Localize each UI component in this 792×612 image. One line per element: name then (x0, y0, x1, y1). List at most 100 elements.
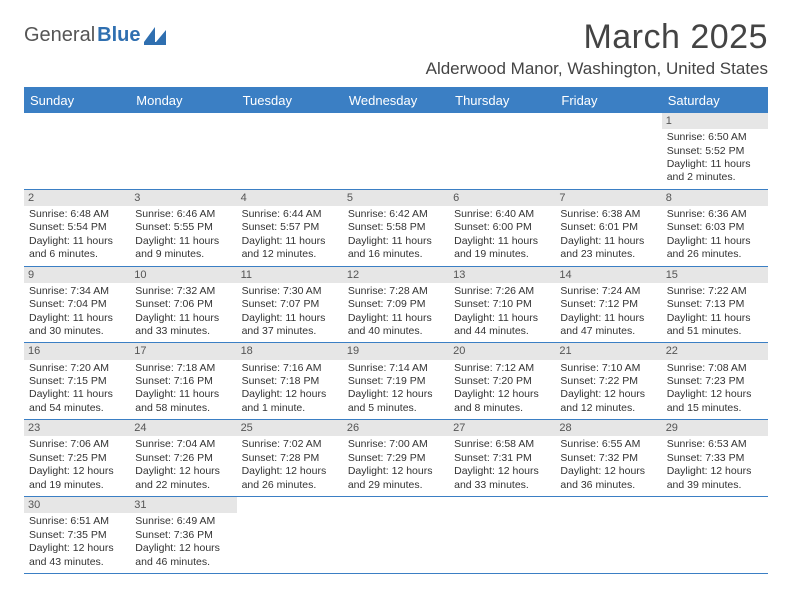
day1-text: Daylight: 11 hours (667, 158, 763, 171)
day2-text: and 2 minutes. (667, 171, 763, 184)
day-cell: 12Sunrise: 7:28 AMSunset: 7:09 PMDayligh… (343, 267, 449, 343)
day1-text: Daylight: 12 hours (242, 465, 338, 478)
day-header: Sunday (24, 89, 130, 113)
day2-text: and 40 minutes. (348, 325, 444, 338)
day-cell: 10Sunrise: 7:32 AMSunset: 7:06 PMDayligh… (130, 267, 236, 343)
day-cell: 17Sunrise: 7:18 AMSunset: 7:16 PMDayligh… (130, 343, 236, 419)
day2-text: and 39 minutes. (667, 479, 763, 492)
sunrise-text: Sunrise: 7:28 AM (348, 285, 444, 298)
day-number: 2 (24, 190, 130, 206)
day2-text: and 36 minutes. (560, 479, 656, 492)
day-number: 17 (130, 343, 236, 359)
day-cell: 18Sunrise: 7:16 AMSunset: 7:18 PMDayligh… (237, 343, 343, 419)
sunset-text: Sunset: 7:09 PM (348, 298, 444, 311)
sunset-text: Sunset: 7:10 PM (454, 298, 550, 311)
day-number: 27 (449, 420, 555, 436)
day2-text: and 5 minutes. (348, 402, 444, 415)
day-number: 14 (555, 267, 661, 283)
day2-text: and 37 minutes. (242, 325, 338, 338)
day1-text: Daylight: 11 hours (454, 312, 550, 325)
day2-text: and 6 minutes. (29, 248, 125, 261)
sunset-text: Sunset: 7:12 PM (560, 298, 656, 311)
sunrise-text: Sunrise: 7:04 AM (135, 438, 231, 451)
day2-text: and 54 minutes. (29, 402, 125, 415)
day-number: 5 (343, 190, 449, 206)
empty-cell (24, 113, 130, 189)
day-cell: 2Sunrise: 6:48 AMSunset: 5:54 PMDaylight… (24, 190, 130, 266)
sunrise-text: Sunrise: 7:00 AM (348, 438, 444, 451)
sunset-text: Sunset: 6:00 PM (454, 221, 550, 234)
day2-text: and 12 minutes. (560, 402, 656, 415)
sunset-text: Sunset: 6:01 PM (560, 221, 656, 234)
day-number: 21 (555, 343, 661, 359)
day-cell: 14 Sunrise: 7:24 AMSunset: 7:12 PMDayligh… (555, 267, 661, 343)
title-block: March 2025 Alderwood Manor, Washington, … (426, 18, 768, 79)
day1-text: Daylight: 11 hours (348, 312, 444, 325)
empty-cell (343, 113, 449, 189)
day-cell: 20Sunrise: 7:12 AMSunset: 7:20 PMDayligh… (449, 343, 555, 419)
day1-text: Daylight: 11 hours (560, 312, 656, 325)
sunset-text: Sunset: 7:18 PM (242, 375, 338, 388)
location-subtitle: Alderwood Manor, Washington, United Stat… (426, 59, 768, 79)
day1-text: Daylight: 12 hours (560, 465, 656, 478)
day-number: 6 (449, 190, 555, 206)
day-number: 29 (662, 420, 768, 436)
day-number: 30 (24, 497, 130, 513)
day1-text: Daylight: 12 hours (29, 542, 125, 555)
sunset-text: Sunset: 7:29 PM (348, 452, 444, 465)
sunrise-text: Sunrise: 6:46 AM (135, 208, 231, 221)
day-header: Thursday (449, 89, 555, 113)
sunrise-text: Sunrise: 6:58 AM (454, 438, 550, 451)
day2-text: and 43 minutes. (29, 556, 125, 569)
day1-text: Daylight: 12 hours (560, 388, 656, 401)
brand-logo: GeneralBlue (24, 24, 166, 47)
day1-text: Daylight: 11 hours (135, 235, 231, 248)
sunrise-text: Sunrise: 6:48 AM (29, 208, 125, 221)
sunrise-text: Sunrise: 7:24 AM (560, 285, 656, 298)
sunrise-text: Sunrise: 6:40 AM (454, 208, 550, 221)
day2-text: and 33 minutes. (454, 479, 550, 492)
day2-text: and 19 minutes. (454, 248, 550, 261)
sunset-text: Sunset: 7:20 PM (454, 375, 550, 388)
sunrise-text: Sunrise: 7:26 AM (454, 285, 550, 298)
day-number: 26 (343, 420, 449, 436)
day-number: 28 (555, 420, 661, 436)
day-number: 10 (130, 267, 236, 283)
day-number: 3 (130, 190, 236, 206)
day1-text: Daylight: 12 hours (348, 465, 444, 478)
sunrise-text: Sunrise: 7:08 AM (667, 362, 763, 375)
day-cell: 31Sunrise: 6:49 AMSunset: 7:36 PMDayligh… (130, 497, 236, 573)
day2-text: and 12 minutes. (242, 248, 338, 261)
day2-text: and 22 minutes. (135, 479, 231, 492)
sunrise-text: Sunrise: 7:10 AM (560, 362, 656, 375)
day1-text: Daylight: 12 hours (454, 388, 550, 401)
day-number: 4 (237, 190, 343, 206)
day2-text: and 29 minutes. (348, 479, 444, 492)
day-number: 23 (24, 420, 130, 436)
day2-text: and 51 minutes. (667, 325, 763, 338)
brand-part1: General (24, 24, 95, 47)
empty-cell (555, 113, 661, 189)
empty-cell (343, 497, 449, 573)
sunrise-text: Sunrise: 7:14 AM (348, 362, 444, 375)
day1-text: Daylight: 11 hours (560, 235, 656, 248)
day1-text: Daylight: 11 hours (454, 235, 550, 248)
day2-text: and 47 minutes. (560, 325, 656, 338)
day2-text: and 30 minutes. (29, 325, 125, 338)
day-cell: 25Sunrise: 7:02 AMSunset: 7:28 PMDayligh… (237, 420, 343, 496)
day-cell: 24Sunrise: 7:04 AMSunset: 7:26 PMDayligh… (130, 420, 236, 496)
sunset-text: Sunset: 7:13 PM (667, 298, 763, 311)
day1-text: Daylight: 11 hours (135, 312, 231, 325)
day-cell: 1Sunrise: 6:50 AMSunset: 5:52 PMDaylight… (662, 113, 768, 189)
day-cell: 23Sunrise: 7:06 AMSunset: 7:25 PMDayligh… (24, 420, 130, 496)
sunrise-text: Sunrise: 6:38 AM (560, 208, 656, 221)
day-number: 18 (237, 343, 343, 359)
day2-text: and 26 minutes. (242, 479, 338, 492)
day1-text: Daylight: 12 hours (667, 465, 763, 478)
sunset-text: Sunset: 6:03 PM (667, 221, 763, 234)
day2-text: and 9 minutes. (135, 248, 231, 261)
calendar-row: 1Sunrise: 6:50 AMSunset: 5:52 PMDaylight… (24, 113, 768, 190)
day1-text: Daylight: 12 hours (667, 388, 763, 401)
day-cell: 8Sunrise: 6:36 AMSunset: 6:03 PMDaylight… (662, 190, 768, 266)
day-header: Tuesday (237, 89, 343, 113)
